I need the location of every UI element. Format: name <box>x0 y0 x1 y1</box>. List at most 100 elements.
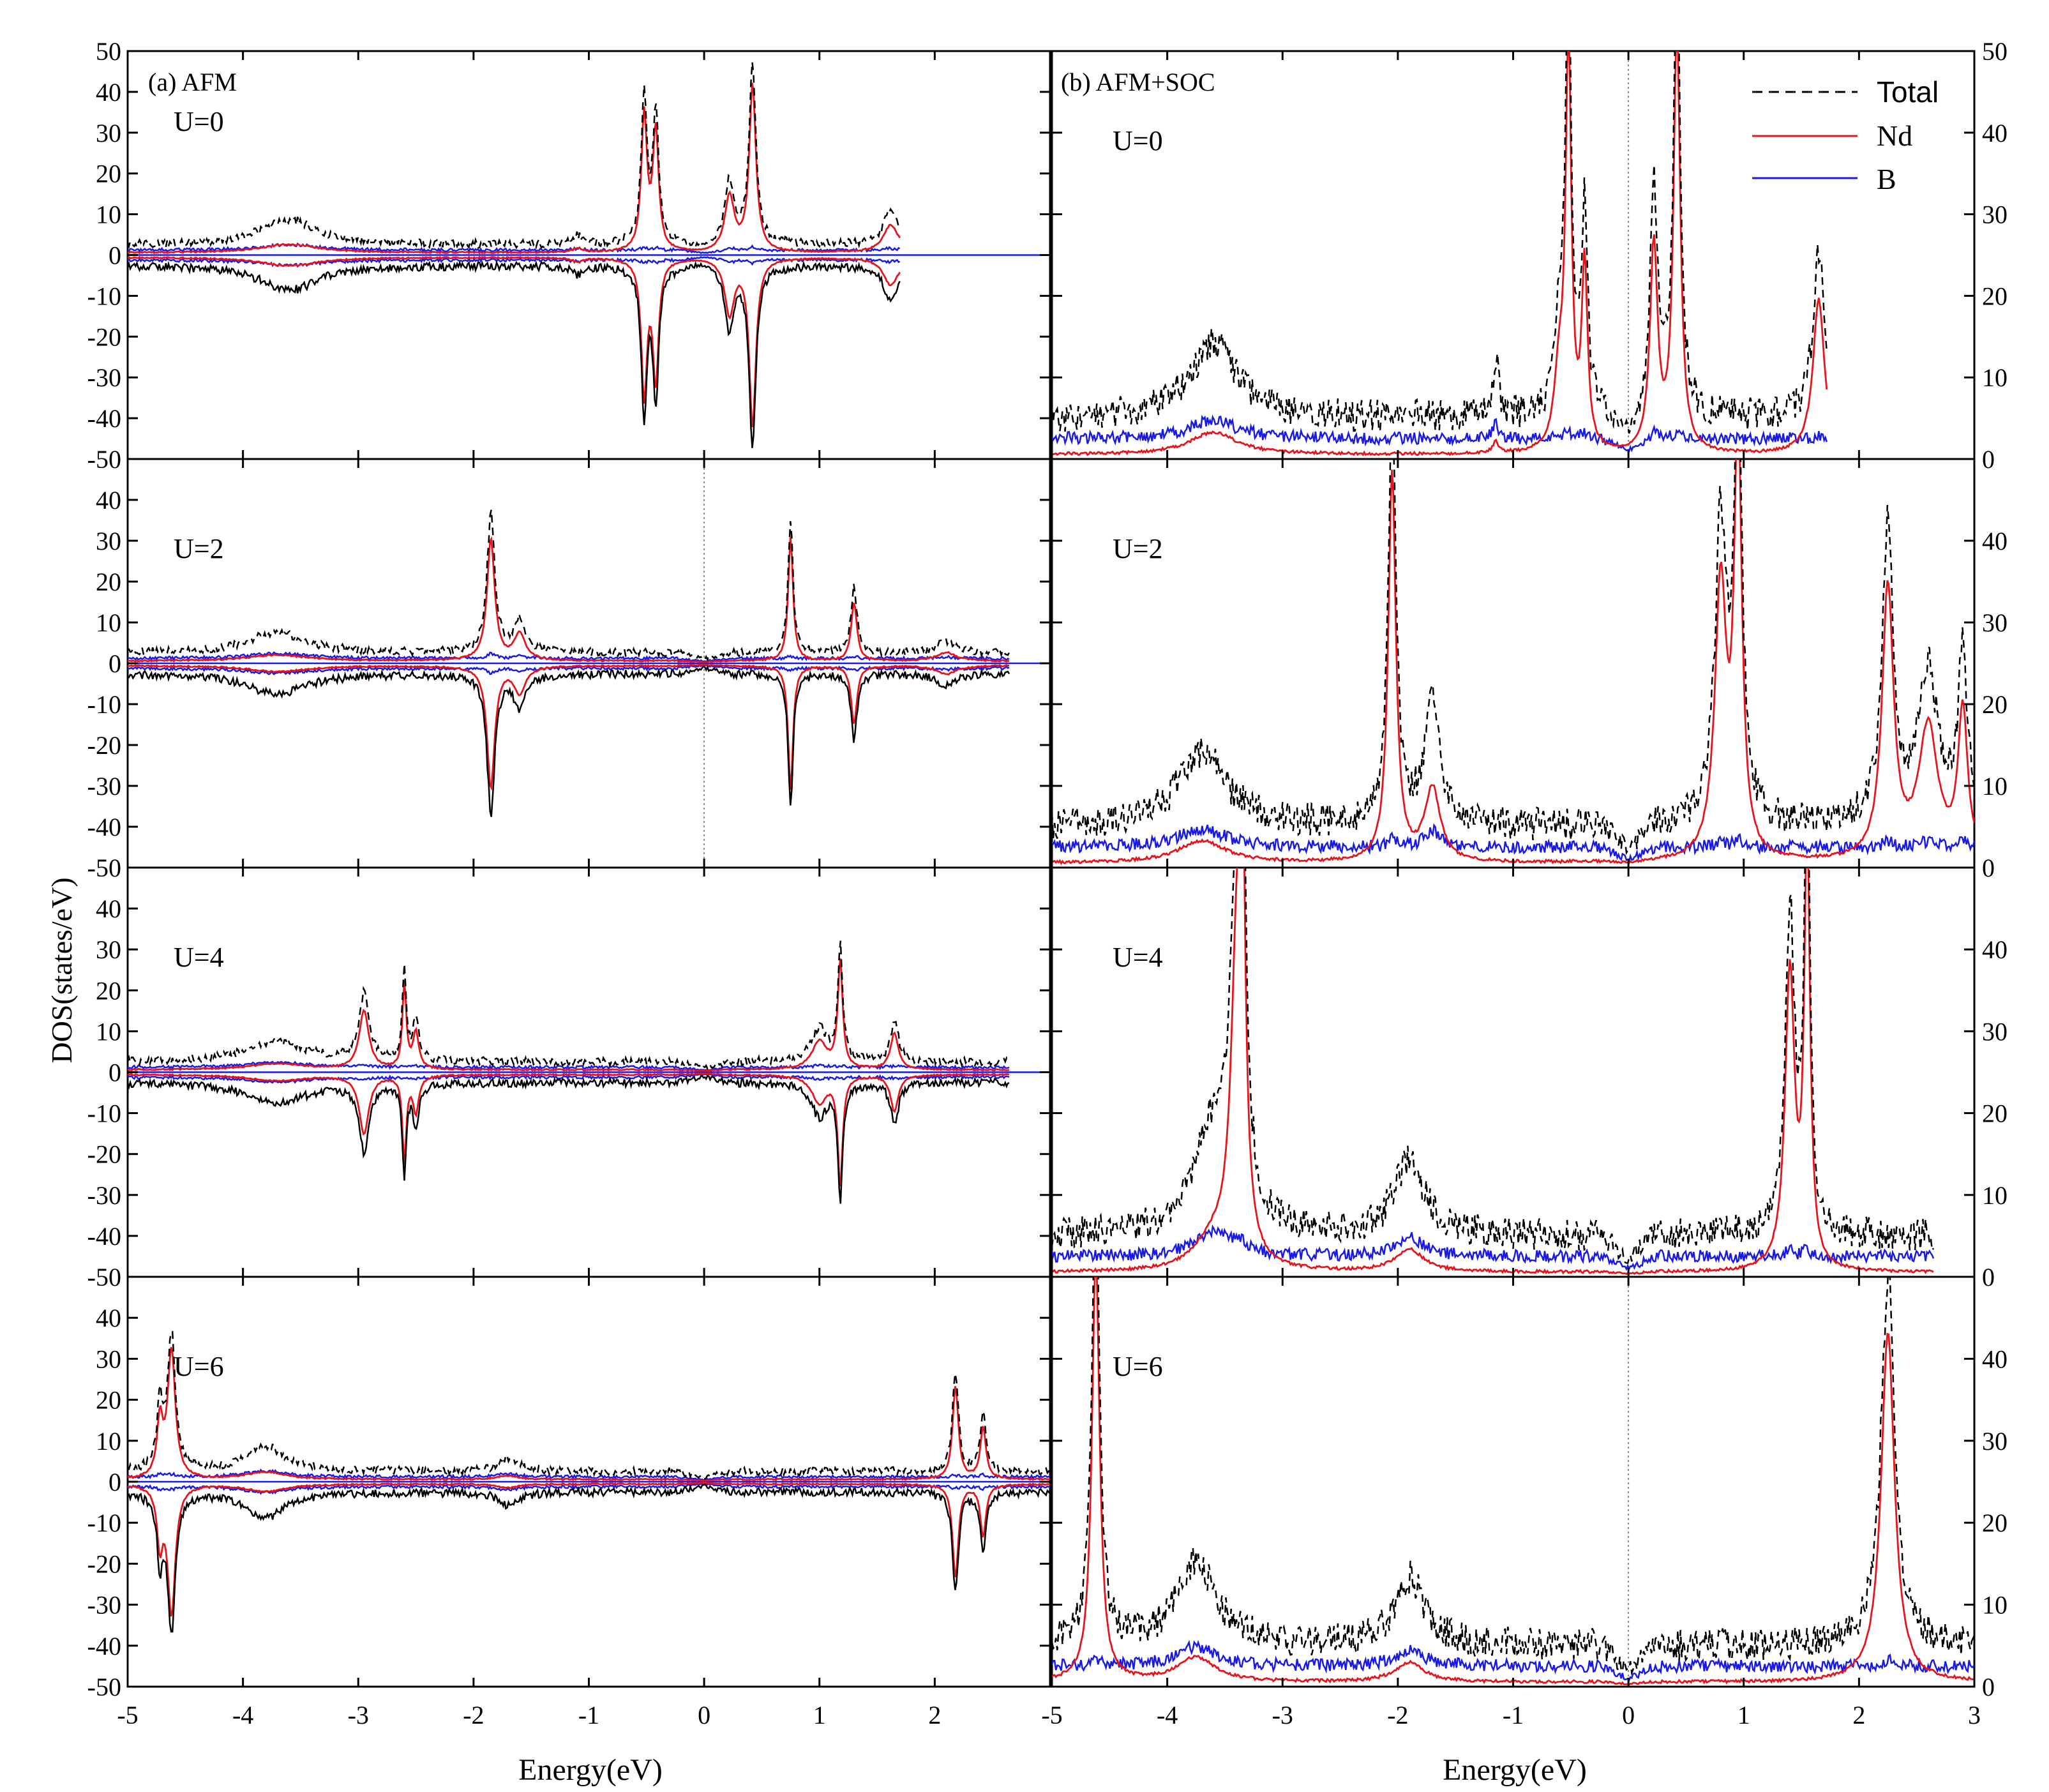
y-tick-label: -50 <box>87 1673 121 1701</box>
y-tick-label: 20 <box>1982 1509 2008 1537</box>
curves <box>1052 51 1828 456</box>
y-tick-label: 0 <box>109 1058 121 1087</box>
y-tick-label: 10 <box>96 608 121 637</box>
series-total-spin-up <box>1052 1277 1974 1676</box>
series-total-spin-up <box>1052 459 1974 855</box>
series-total-spin-up <box>128 1330 1050 1480</box>
u-value-label: U=4 <box>174 942 224 973</box>
y-tick-label: 20 <box>96 160 121 188</box>
y-tick-label: 30 <box>96 527 121 555</box>
series-b-spin-up <box>1052 823 1974 864</box>
curves <box>128 509 1010 817</box>
y-tick-label: -50 <box>87 854 121 882</box>
legend: Total Nd B <box>1752 75 1939 195</box>
y-tick-label: 0 <box>109 1468 121 1496</box>
series-nd-spin-up <box>128 958 1010 1073</box>
series-total-spin-up <box>128 509 1010 662</box>
series-nd-spin-up <box>1052 1277 1974 1686</box>
legend-total-label: Total <box>1877 75 1939 109</box>
y-tick-label: 30 <box>96 119 121 147</box>
dos-panel-b-u2: 0 10 20 30 40 U=2 <box>1051 458 2008 882</box>
curves <box>1052 459 1974 866</box>
series-nd-spin-up <box>128 1346 1050 1482</box>
y-tick-label: 20 <box>96 1386 121 1415</box>
u-value-label: U=2 <box>174 533 224 564</box>
series-nd-spin-down <box>128 255 901 428</box>
x-tick-label: 0 <box>698 1701 710 1729</box>
curves <box>128 940 1010 1204</box>
y-tick-label: 30 <box>1982 1017 2008 1046</box>
y-tick-label: 20 <box>1982 282 2008 310</box>
series-nd-spin-up <box>128 536 1010 663</box>
x-tick-label: -1 <box>578 1701 599 1729</box>
x-axis-label-left: Energy(eV) <box>518 1753 663 1787</box>
dos-panel-b-u6: 0 10 20 30 40 -5 -4 -3 -2 -1 0 1 2 3 U=6 <box>1041 1276 2008 1729</box>
y-tick-label: -20 <box>87 1140 121 1169</box>
x-tick-label: 1 <box>1738 1701 1750 1729</box>
y-tick-label: 10 <box>1982 1591 2008 1620</box>
u-value-label: U=0 <box>174 106 224 137</box>
y-tick-label: -40 <box>87 1632 121 1660</box>
y-tick-label: -10 <box>87 1509 121 1537</box>
y-tick-label: -10 <box>87 1099 121 1128</box>
series-b-spin-up <box>1052 1639 1974 1682</box>
y-tick-label: 40 <box>1982 935 2008 964</box>
y-tick-label: 0 <box>1982 854 1995 882</box>
y-tick-label: 30 <box>1982 200 2008 229</box>
series-total-spin-down <box>128 665 1010 817</box>
series-b-spin-up <box>128 242 901 255</box>
y-tick-label: 20 <box>96 976 121 1005</box>
series-total-spin-up <box>128 62 901 250</box>
x-tick-label: 3 <box>1968 1701 1981 1729</box>
y-tick-label: -30 <box>87 1181 121 1210</box>
y-tick-label: 40 <box>96 894 121 923</box>
y-tick-label: 10 <box>96 1017 121 1046</box>
y-tick-label: 30 <box>1982 1427 2008 1456</box>
plot-frame <box>1051 1276 1976 1688</box>
x-tick-label: -5 <box>117 1701 138 1729</box>
y-tick-label: 0 <box>1982 1673 1995 1701</box>
u-value-label: U=6 <box>1113 1351 1163 1382</box>
x-tick-label: -3 <box>1272 1701 1293 1729</box>
legend-nd-label: Nd <box>1877 119 1912 152</box>
series-b-spin-down <box>128 255 901 268</box>
y-tick-label: 10 <box>96 200 121 229</box>
y-tick-label: 10 <box>1982 1181 2008 1210</box>
plot-frame <box>1051 50 1976 460</box>
u-value-label: U=2 <box>1113 533 1163 564</box>
x-tick-label: -4 <box>232 1701 253 1729</box>
series-nd-spin-up <box>1052 868 1934 1276</box>
series-nd-spin-down <box>128 1072 1010 1186</box>
x-tick-label: -3 <box>348 1701 369 1729</box>
y-tick-label: -20 <box>87 322 121 351</box>
dos-panel-a-u4: -50 -40 -30 -20 -10 0 10 20 30 40 U=4 <box>87 866 1051 1291</box>
y-tick-label: 20 <box>96 568 121 596</box>
y-tick-label: 30 <box>1982 608 2008 637</box>
y-tick-label: 40 <box>96 78 121 107</box>
y-tick-label: 50 <box>96 37 121 66</box>
series-total-spin-up <box>128 940 1010 1070</box>
x-tick-label: -4 <box>1157 1701 1178 1729</box>
y-tick-label: -30 <box>87 363 121 392</box>
y-tick-label: 30 <box>96 1344 121 1373</box>
x-tick-label: -1 <box>1503 1701 1524 1729</box>
legend-b-label: B <box>1877 163 1896 195</box>
curves <box>128 62 901 448</box>
u-value-label: U=4 <box>1113 942 1163 973</box>
y-axis-label-shared: DOS(states/eV) <box>45 877 78 1063</box>
y-tick-label: -10 <box>87 282 121 310</box>
series-total-spin-up <box>1052 868 1935 1264</box>
x-tick-label: -5 <box>1041 1701 1062 1729</box>
series-total-spin-down <box>128 1074 1010 1204</box>
series-b-spin-up <box>128 651 1010 663</box>
x-tick-label: 2 <box>928 1701 941 1729</box>
x-tick-label: 1 <box>813 1701 826 1729</box>
y-tick-label: 40 <box>1982 527 2008 555</box>
y-tick-label: 20 <box>1982 690 2008 719</box>
panels-layer: -50-40-30-20-1001020304050U=0-50-40-30-2… <box>87 37 2008 1729</box>
series-total-spin-down <box>128 260 901 448</box>
dos-panel-a-u2: -50 -40 -30 -20 -10 0 10 20 30 40 U=2 <box>87 458 1051 882</box>
series-nd-spin-up <box>128 82 901 255</box>
y-tick-label: 10 <box>96 1427 121 1456</box>
